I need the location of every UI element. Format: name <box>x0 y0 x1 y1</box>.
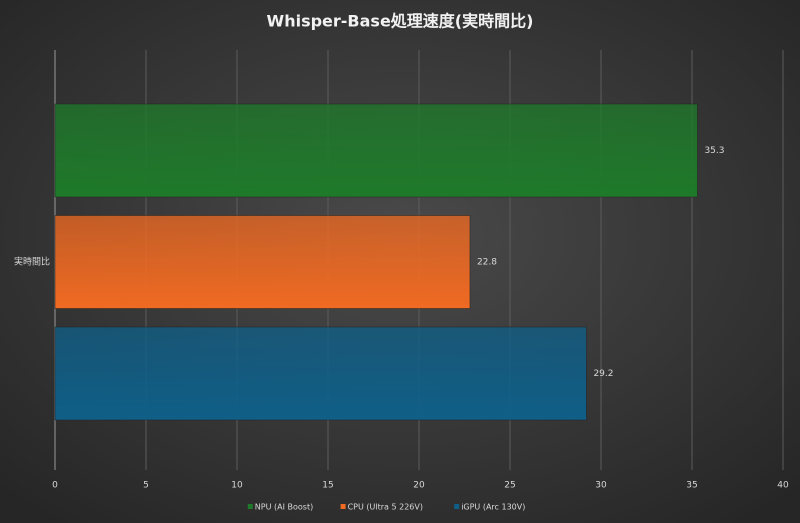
x-tick-label: 20 <box>413 481 425 491</box>
legend-label: CPU (Ultra 5 226V) <box>348 503 423 512</box>
x-tick-label: 0 <box>52 481 58 491</box>
bar <box>54 103 698 198</box>
x-tick-label: 40 <box>777 481 789 491</box>
y-tick-label: 実時間比 <box>14 256 50 268</box>
x-tick-label: 35 <box>686 481 697 491</box>
x-tick-label: 25 <box>504 481 515 491</box>
legend-swatch <box>247 504 253 509</box>
x-tick-label: 15 <box>322 481 333 491</box>
chart-title: Whisper-Base処理速度(実時間比) <box>267 12 534 31</box>
value-label: 35.3 <box>704 146 724 156</box>
value-label: 29.2 <box>593 369 613 379</box>
x-tick-label: 10 <box>231 481 243 491</box>
bar <box>54 326 587 421</box>
legend-label: iGPU (Arc 130V) <box>461 503 525 512</box>
x-tick-label: 30 <box>595 481 607 491</box>
legend-swatch <box>340 504 346 509</box>
legend-label: NPU (AI Boost) <box>255 503 313 512</box>
x-tick-label: 5 <box>143 481 149 491</box>
value-label: 22.8 <box>477 258 497 268</box>
legend-swatch <box>454 504 460 509</box>
bar <box>54 215 471 309</box>
